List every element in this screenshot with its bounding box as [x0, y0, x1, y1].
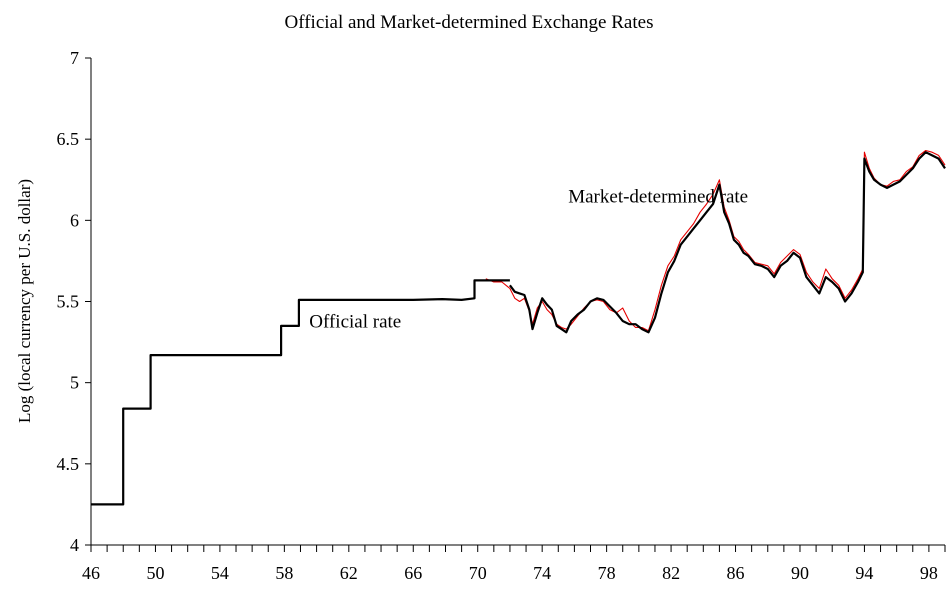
y-tick-label: 6.5	[57, 129, 80, 149]
market-rate-red-line	[485, 149, 946, 332]
x-ticks: 46 50 54 58 62 66 70 74 78 82 86 90 94 98	[82, 545, 946, 583]
y-tick-label: 5	[70, 373, 79, 393]
x-tick-label: 86	[727, 563, 745, 583]
x-tick-label: 62	[340, 563, 358, 583]
x-tick-label: 50	[146, 563, 164, 583]
x-tick-label: 66	[404, 563, 422, 583]
y-tick-label: 7	[70, 48, 79, 68]
y-tick-label: 5.5	[57, 292, 80, 312]
x-tick-label: 46	[82, 563, 100, 583]
chart-title: Official and Market-determined Exchange …	[285, 12, 654, 33]
x-tick-label: 98	[920, 563, 938, 583]
x-tick-label: 78	[598, 563, 616, 583]
x-tick-label: 54	[211, 563, 229, 583]
annotations: Market-determined rate Official rate	[309, 186, 748, 332]
y-tick-label: 4	[70, 535, 79, 555]
x-tick-label: 74	[533, 563, 551, 583]
y-tick-label: 4.5	[57, 454, 80, 474]
market-rate-black-line	[509, 151, 946, 334]
official-rate-line	[91, 279, 510, 506]
y-tick-label: 6	[70, 210, 79, 230]
x-tick-label: 94	[855, 563, 873, 583]
series-layer	[91, 149, 946, 506]
y-ticks: 4 4.5 5 5.5 6 6.5 7	[57, 48, 91, 555]
market-rate-annotation: Market-determined rate	[568, 186, 748, 207]
official-rate-annotation: Official rate	[309, 311, 401, 332]
x-tick-label: 58	[275, 563, 293, 583]
x-tick-label: 70	[469, 563, 487, 583]
x-tick-label: 82	[662, 563, 680, 583]
y-axis-label: Log (local currency per U.S. dollar)	[15, 179, 34, 423]
x-tick-label: 90	[791, 563, 809, 583]
